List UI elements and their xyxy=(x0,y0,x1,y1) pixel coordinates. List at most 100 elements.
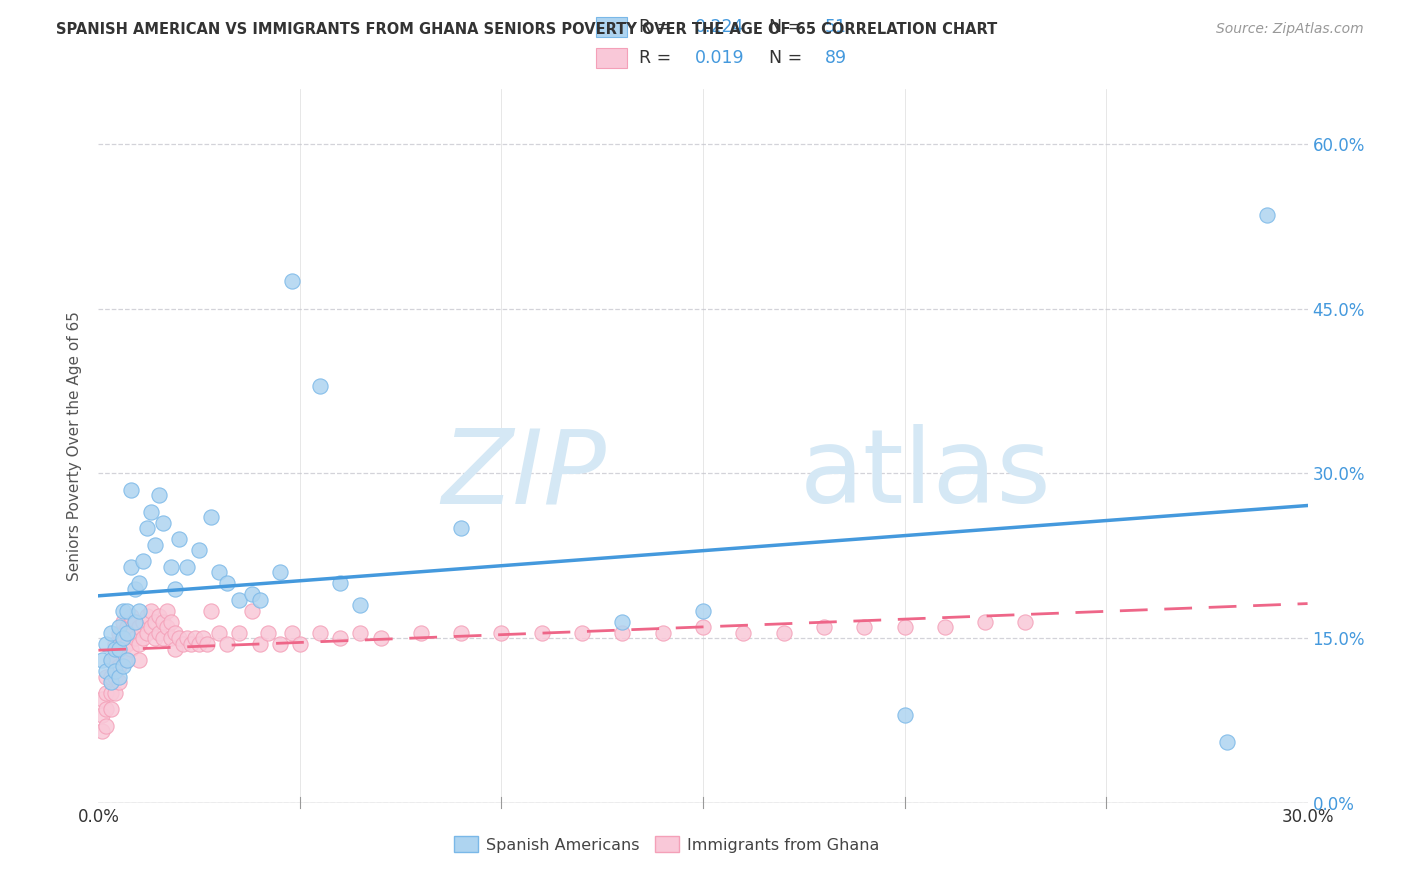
Point xyxy=(200,604,222,618)
Point xyxy=(115,620,138,634)
Point xyxy=(148,609,170,624)
Point xyxy=(115,604,138,618)
Point xyxy=(409,625,432,640)
Point xyxy=(184,631,207,645)
Point xyxy=(107,625,129,640)
Point xyxy=(124,582,146,596)
Point xyxy=(135,609,157,624)
Point xyxy=(120,559,142,574)
Point xyxy=(132,554,155,568)
Point xyxy=(96,719,118,733)
Point xyxy=(143,631,166,645)
Text: 89: 89 xyxy=(825,49,846,67)
Point xyxy=(733,625,755,640)
Point xyxy=(167,631,190,645)
Point xyxy=(651,625,673,640)
Point xyxy=(132,631,155,645)
Point xyxy=(115,625,138,640)
Point xyxy=(1014,615,1036,629)
FancyBboxPatch shape xyxy=(596,47,627,68)
Point xyxy=(139,505,162,519)
Point xyxy=(450,521,472,535)
Point xyxy=(120,483,142,497)
Point xyxy=(124,615,146,629)
Point xyxy=(176,631,198,645)
Point xyxy=(103,669,125,683)
Point xyxy=(256,625,278,640)
Point xyxy=(135,625,157,640)
Point xyxy=(163,582,186,596)
Point xyxy=(228,592,250,607)
Point xyxy=(217,576,239,591)
Point xyxy=(91,708,114,723)
Text: N =: N = xyxy=(769,18,808,36)
Point xyxy=(612,625,634,640)
Point xyxy=(107,669,129,683)
Text: R =: R = xyxy=(640,49,676,67)
Point xyxy=(934,620,956,634)
Point xyxy=(1216,735,1239,749)
Point xyxy=(240,604,263,618)
FancyBboxPatch shape xyxy=(596,17,627,37)
Text: N =: N = xyxy=(769,49,808,67)
Point xyxy=(100,653,122,667)
Point xyxy=(893,708,915,723)
Text: 51: 51 xyxy=(825,18,846,36)
Point xyxy=(100,675,122,690)
Point xyxy=(128,653,150,667)
Point xyxy=(148,488,170,502)
Point xyxy=(163,625,186,640)
Point xyxy=(91,724,114,739)
Point xyxy=(349,625,371,640)
Point xyxy=(309,625,332,640)
Point xyxy=(152,516,174,530)
Point xyxy=(156,620,179,634)
Point xyxy=(1256,209,1278,223)
Text: SPANISH AMERICAN VS IMMIGRANTS FROM GHANA SENIORS POVERTY OVER THE AGE OF 65 COR: SPANISH AMERICAN VS IMMIGRANTS FROM GHAN… xyxy=(56,22,997,37)
Point xyxy=(128,576,150,591)
Point xyxy=(100,653,122,667)
Point xyxy=(188,637,211,651)
Point xyxy=(172,637,194,651)
Point xyxy=(96,702,118,716)
Point xyxy=(96,686,118,700)
Point xyxy=(195,637,218,651)
Point xyxy=(96,637,118,651)
Point xyxy=(288,637,311,651)
Point xyxy=(103,642,125,657)
Point xyxy=(139,604,162,618)
Legend: Spanish Americans, Immigrants from Ghana: Spanish Americans, Immigrants from Ghana xyxy=(447,830,886,859)
Point xyxy=(107,642,129,657)
Y-axis label: Seniors Poverty Over the Age of 65: Seniors Poverty Over the Age of 65 xyxy=(67,311,83,581)
Point xyxy=(530,625,553,640)
Point xyxy=(103,637,125,651)
Point xyxy=(692,604,714,618)
Point xyxy=(91,653,114,667)
Point xyxy=(115,637,138,651)
Point xyxy=(120,642,142,657)
Point xyxy=(120,609,142,624)
Point xyxy=(107,642,129,657)
Text: R =: R = xyxy=(640,18,676,36)
Text: 0.019: 0.019 xyxy=(695,49,744,67)
Point xyxy=(329,631,352,645)
Point xyxy=(111,658,134,673)
Point xyxy=(772,625,794,640)
Point xyxy=(176,559,198,574)
Point xyxy=(571,625,593,640)
Point xyxy=(281,274,304,288)
Point xyxy=(103,664,125,678)
Point xyxy=(111,648,134,662)
Point xyxy=(143,615,166,629)
Point xyxy=(188,543,211,558)
Point xyxy=(128,604,150,618)
Point xyxy=(111,604,134,618)
Point xyxy=(309,378,332,392)
Point xyxy=(160,631,183,645)
Point xyxy=(180,637,202,651)
Point xyxy=(612,615,634,629)
Text: Source: ZipAtlas.com: Source: ZipAtlas.com xyxy=(1216,22,1364,37)
Point xyxy=(100,625,122,640)
Point xyxy=(124,631,146,645)
Point xyxy=(692,620,714,634)
